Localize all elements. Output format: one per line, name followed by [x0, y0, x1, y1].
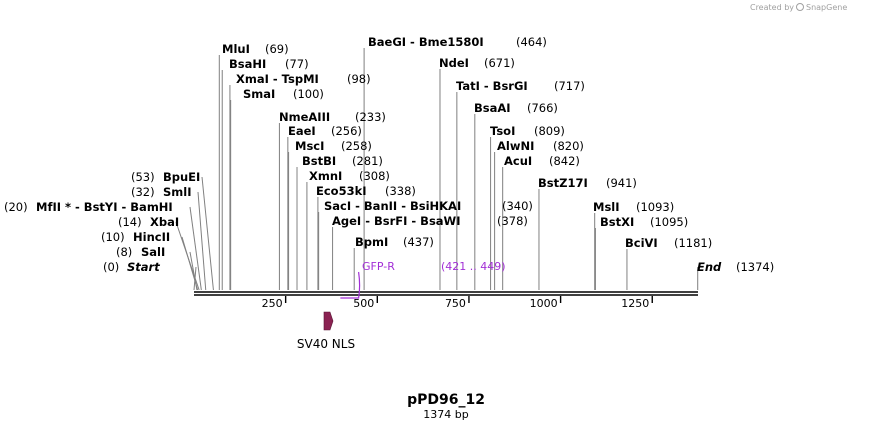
tick-label-1250: 1250 [621, 297, 649, 310]
site-num-eco53ki: (338) [385, 184, 416, 198]
site-tsoi[interactable]: TsoI [490, 124, 515, 138]
site-agei-bsrfi-bsawi[interactable]: AgeI - BsrFI - BsaWI [332, 214, 461, 228]
site-eaei[interactable]: EaeI [288, 124, 316, 138]
site-num-bsahi: (77) [285, 57, 309, 71]
site-num-msli: (1093) [636, 200, 674, 214]
site-num-bamhi: (20) [4, 200, 28, 214]
feature-label: SV40 NLS [297, 337, 355, 351]
site-xmai-tspmi[interactable]: XmaI - TspMI [236, 72, 319, 86]
site-num-tsoi: (809) [534, 124, 565, 138]
plasmid-length: 1374 bp [423, 408, 468, 421]
site-bstz17i[interactable]: BstZ17I [538, 176, 588, 190]
site-xbai[interactable]: XbaI [150, 215, 179, 229]
tick-label-1000: 1000 [530, 297, 558, 310]
site-num-baegi: (464) [516, 35, 547, 49]
created-by-text: Created by [750, 3, 794, 12]
site-mfii-bstyi-bamhi[interactable]: MfII * - BstYI - BamHI [36, 200, 173, 214]
site-num-bstz17i: (941) [606, 176, 637, 190]
site-bpmi[interactable]: BpmI [355, 235, 388, 249]
site-num-smai: (100) [293, 87, 324, 101]
site-line-53 [201, 176, 214, 291]
site-num-alwni: (820) [553, 139, 584, 153]
site-num-bpuei: (53) [131, 170, 155, 184]
site-bstxi[interactable]: BstXI [600, 215, 634, 229]
site-num-smli: (32) [131, 185, 155, 199]
site-num-end: (1374) [736, 260, 774, 274]
site-tati-bsrgi[interactable]: TatI - BsrGI [456, 79, 528, 93]
site-hincii[interactable]: HincII [133, 230, 170, 244]
site-num-bpmi: (437) [403, 235, 434, 249]
site-xmni[interactable]: XmnI [309, 169, 342, 183]
site-num-agei: (378) [497, 214, 528, 228]
tick-label-750: 750 [445, 297, 466, 310]
site-acui[interactable]: AcuI [504, 154, 532, 168]
site-start[interactable]: Start [127, 260, 160, 274]
site-msli[interactable]: MslI [593, 200, 620, 214]
site-alwni[interactable]: AlwNI [497, 139, 534, 153]
site-num-hincii: (10) [101, 230, 125, 244]
site-smai[interactable]: SmaI [243, 87, 275, 101]
snapgene-brand: SnapGene [806, 3, 847, 12]
site-num-start: (0) [103, 260, 119, 274]
site-num-eaei: (256) [331, 124, 362, 138]
site-line-32 [197, 191, 207, 291]
site-bpuei[interactable]: BpuEI [163, 170, 200, 184]
site-num-saci: (340) [502, 199, 533, 213]
site-num-xmni: (308) [359, 169, 390, 183]
plasmid-name: pPD96_12 [407, 392, 485, 408]
site-num-msci: (258) [341, 139, 372, 153]
site-sali[interactable]: SalI [141, 245, 165, 259]
site-num-bsaai: (766) [527, 101, 558, 115]
site-ndei[interactable]: NdeI [439, 56, 469, 70]
site-bcivi[interactable]: BciVI [625, 236, 658, 250]
site-bsaai[interactable]: BsaAI [474, 101, 511, 115]
tick-label-250: 250 [262, 297, 283, 310]
tick-label-500: 500 [353, 297, 374, 310]
site-num-acui: (842) [549, 154, 580, 168]
site-smli[interactable]: SmlI [163, 185, 192, 199]
site-num-bcivi: (1181) [674, 236, 712, 250]
site-num-ndei: (671) [484, 56, 515, 70]
primer-gfp-r[interactable] [340, 271, 361, 299]
site-mlui[interactable]: MluI [222, 42, 250, 56]
site-baegi-bme1580i[interactable]: BaeGI - Bme1580I [368, 35, 484, 49]
feature-sv40-nls[interactable] [323, 311, 334, 331]
site-nmeaiii[interactable]: NmeAIII [279, 110, 330, 124]
site-num-bstbi: (281) [352, 154, 383, 168]
site-num-mlui: (69) [265, 42, 289, 56]
primer-label[interactable]: GFP-R [362, 260, 395, 273]
site-num-nmeaiii: (233) [355, 110, 386, 124]
site-bsahi[interactable]: BsaHI [229, 57, 266, 71]
site-line-14 [175, 221, 200, 291]
site-num-xbai: (14) [118, 215, 142, 229]
site-saci-banii-bsihkai[interactable]: SacI - BanII - BsiHKAI [324, 199, 461, 213]
site-eco53ki[interactable]: Eco53kI [316, 184, 367, 198]
snapgene-logo-icon [796, 3, 804, 11]
site-msci[interactable]: MscI [295, 139, 324, 153]
site-num-tati: (717) [554, 79, 585, 93]
site-line-20 [189, 206, 202, 291]
site-num-xmai: (98) [347, 72, 371, 86]
site-bstbi[interactable]: BstBI [302, 154, 336, 168]
site-num-sali: (8) [116, 245, 132, 259]
site-num-bstxi: (1095) [650, 215, 688, 229]
site-end[interactable]: End [697, 260, 722, 274]
primer-range: (421 .. 449) [441, 260, 506, 273]
